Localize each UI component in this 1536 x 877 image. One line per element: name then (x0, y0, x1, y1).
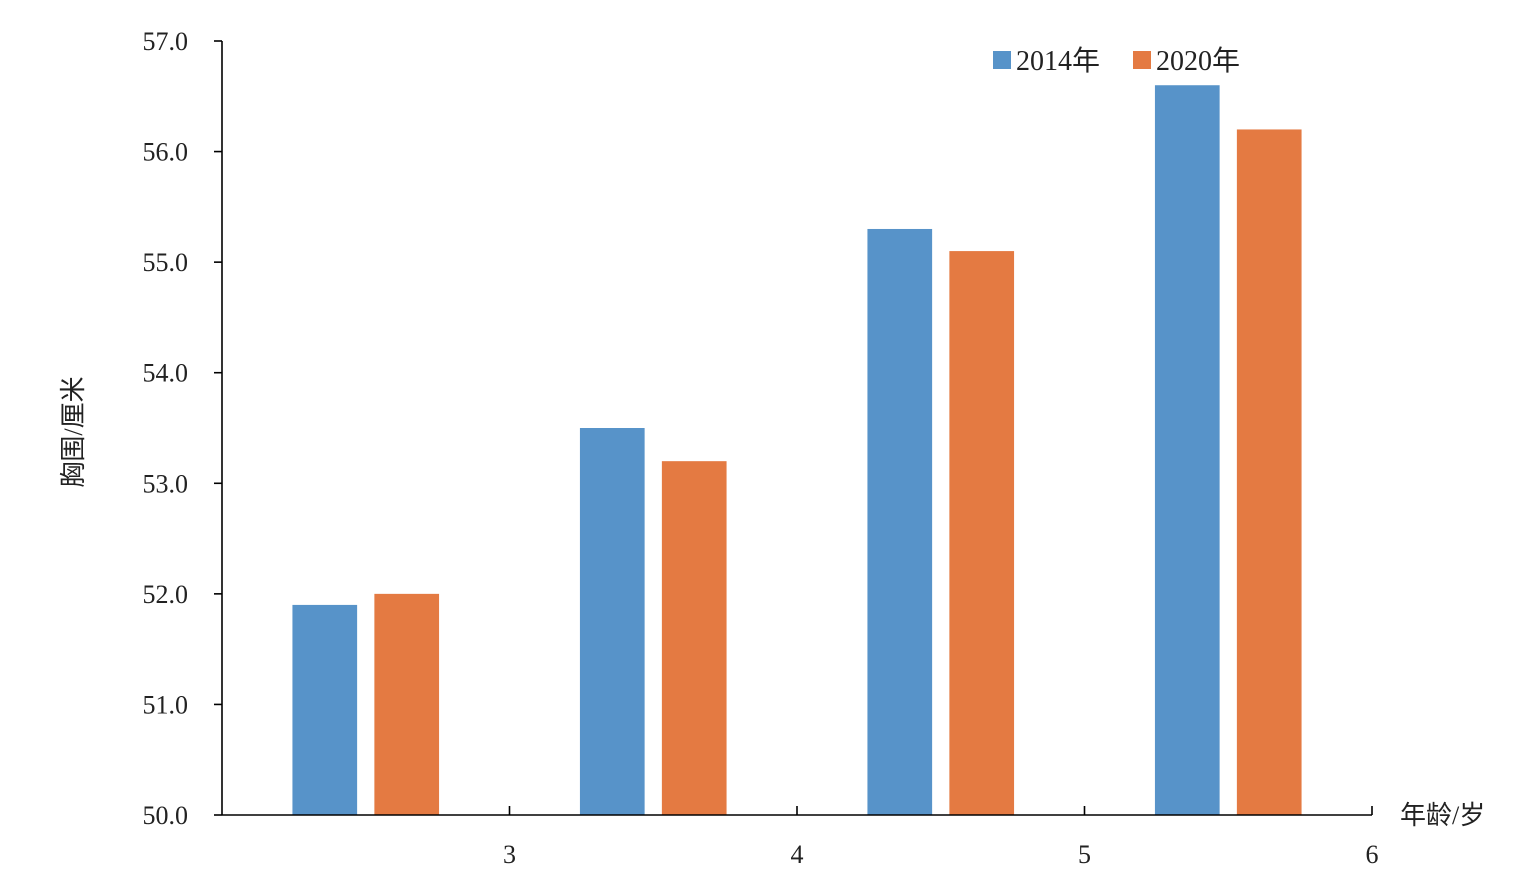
legend-swatch (1133, 51, 1151, 69)
bar-series2 (1236, 129, 1302, 815)
x-axis-ticks: 3 4 5 6 (503, 806, 1379, 869)
bar-series1 (579, 428, 645, 815)
y-tick-label: 57.0 (143, 27, 189, 56)
x-tick-label: 4 (791, 840, 804, 869)
bar-series2 (661, 461, 727, 815)
y-tick-label: 55.0 (143, 248, 189, 277)
bar-series2 (949, 251, 1015, 816)
legend-swatch (993, 51, 1011, 69)
bar-series1 (1154, 85, 1220, 815)
y-tick-label: 52.0 (143, 580, 189, 609)
y-tick-label: 51.0 (143, 690, 189, 719)
y-axis-ticks: 50.0 51.0 52.0 53.0 54.0 55.0 56.0 57.0 (143, 27, 222, 830)
x-axis-label: 年龄/岁 (1400, 801, 1485, 830)
y-tick-label: 53.0 (143, 469, 189, 498)
y-tick-label: 54.0 (143, 359, 189, 388)
bar-series1 (292, 604, 358, 815)
x-tick-label: 5 (1078, 840, 1091, 869)
legend-label: 2020年 (1156, 45, 1240, 77)
y-tick-label: 56.0 (143, 138, 189, 167)
y-axis-label: 胸围/厘米 (59, 376, 88, 487)
x-tick-label: 3 (503, 840, 516, 869)
legend-label: 2014年 (1016, 45, 1100, 77)
legend: 2014年 2020年 (993, 45, 1240, 77)
x-tick-label: 6 (1366, 840, 1379, 869)
bar-series2 (374, 593, 440, 815)
y-tick-label: 50.0 (143, 801, 189, 830)
bar-series1 (867, 228, 933, 815)
bars-layer (292, 85, 1302, 816)
